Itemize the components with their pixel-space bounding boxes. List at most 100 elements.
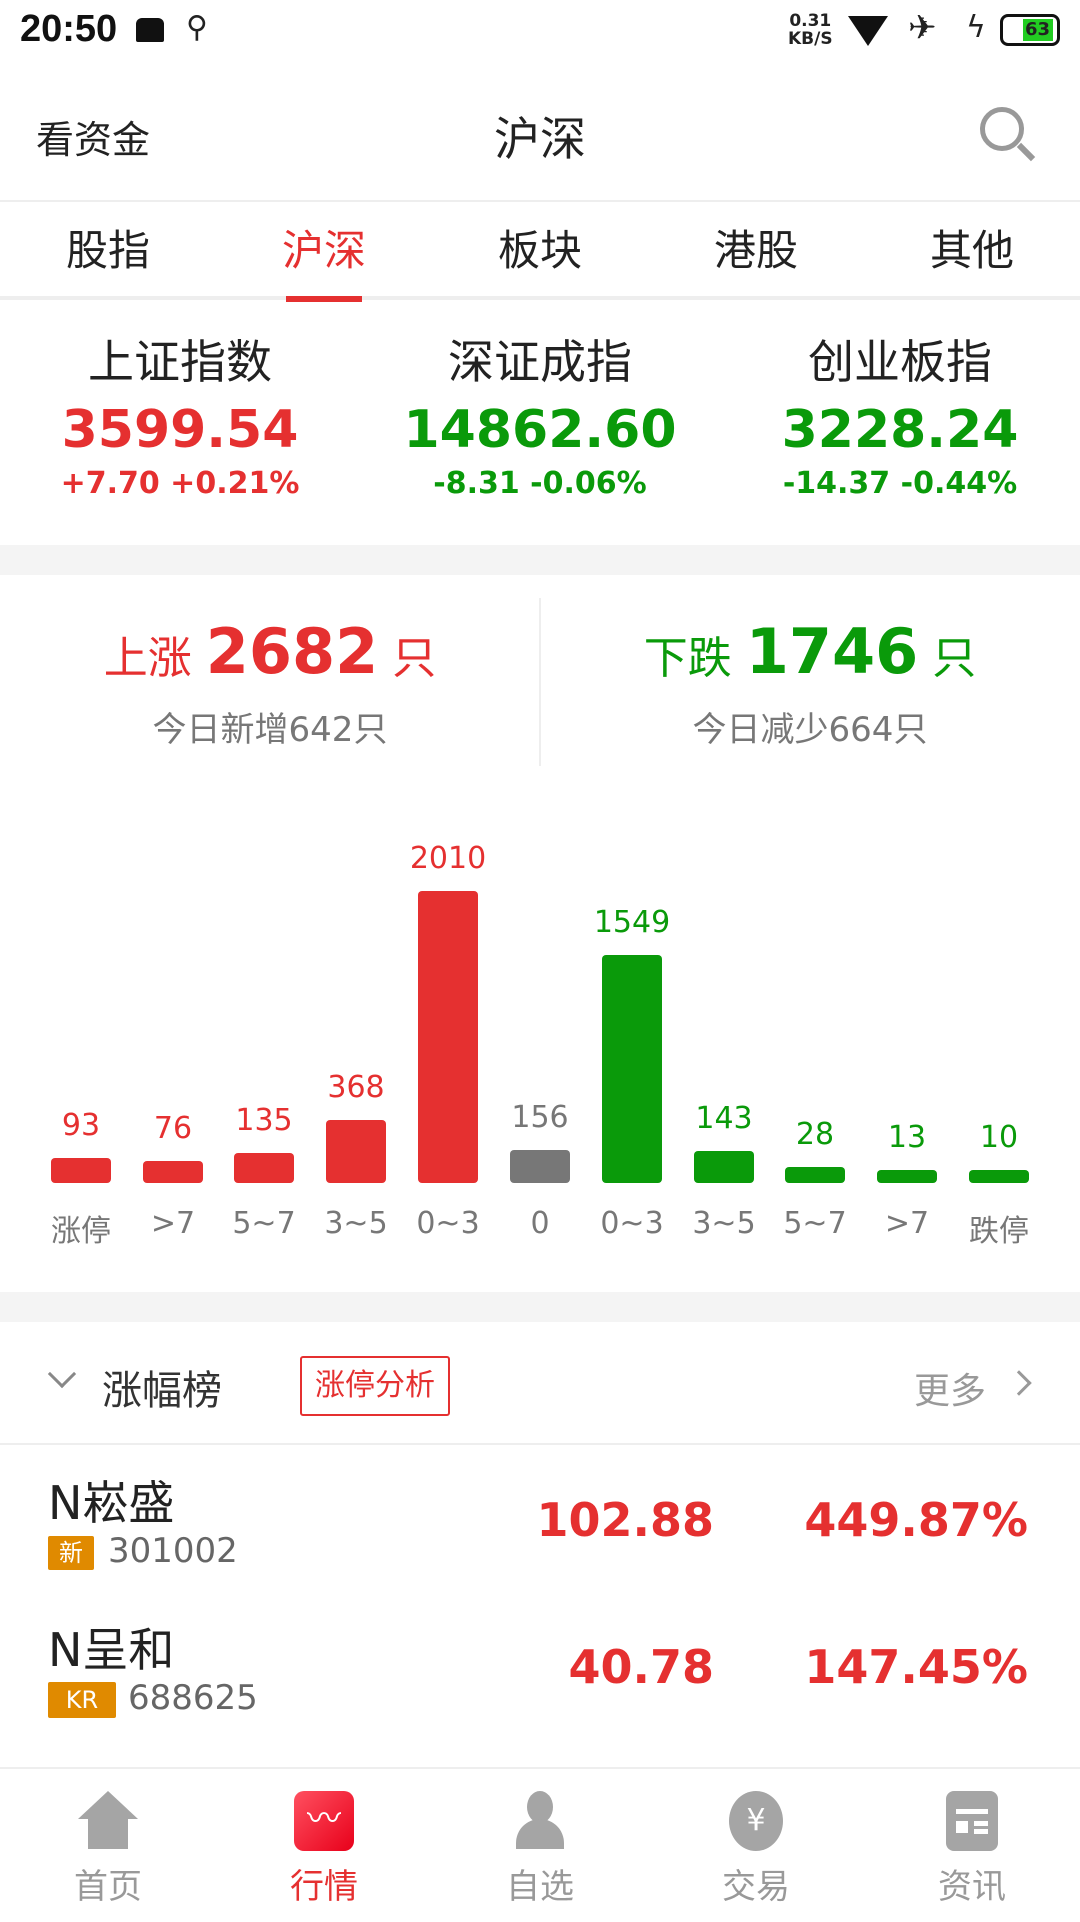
market-chart-icon: 〰 bbox=[294, 1791, 354, 1851]
stock-row[interactable]: N崧盛 新 301002 102.88 449.87% bbox=[0, 1445, 1080, 1592]
tab-index[interactable]: 股指 bbox=[65, 226, 150, 275]
chevron-down-icon[interactable] bbox=[47, 1359, 77, 1389]
bar-value-label: 28 bbox=[795, 1117, 835, 1153]
index-value: 3228.24 bbox=[781, 400, 1019, 460]
battery-level: 63 bbox=[1022, 19, 1053, 41]
x-tick-label: 0~3 bbox=[416, 1206, 480, 1241]
bar-value-label: 1549 bbox=[593, 905, 671, 940]
bar-value-label: 368 bbox=[327, 1069, 385, 1105]
bar-value-label: 2010 bbox=[409, 840, 487, 876]
index-change: +7.70 +0.21% bbox=[60, 466, 300, 501]
net-speed-unit: KB/S bbox=[788, 29, 833, 49]
index-value: 3599.54 bbox=[61, 400, 299, 460]
stock-code: 301002 bbox=[108, 1531, 238, 1571]
index-card-sz[interactable]: 深证成指 14862.60 -8.31 -0.06% bbox=[360, 306, 720, 546]
x-tick-label: >7 bbox=[884, 1206, 930, 1241]
bar bbox=[510, 1149, 570, 1183]
status-bar: 20:50 ⚲ 0.31 KB/S ✈ ϟ 63 bbox=[0, 0, 1080, 67]
x-tick-label: 跌停 bbox=[969, 1214, 1029, 1249]
up-label: 上涨 bbox=[103, 633, 192, 684]
bar bbox=[602, 955, 662, 1183]
up-count: 2682 bbox=[205, 615, 379, 688]
stock-code: 688625 bbox=[128, 1678, 258, 1718]
nav-label: 行情 bbox=[290, 1867, 358, 1907]
gainers-header: 涨幅榜 涨停分析 更多 bbox=[0, 1322, 1080, 1445]
limit-analysis-button[interactable]: 涨停分析 bbox=[300, 1356, 450, 1416]
down-label: 下跌 bbox=[643, 633, 732, 684]
x-tick-label: 0 bbox=[530, 1206, 550, 1241]
tab-hushen[interactable]: 沪深 bbox=[216, 202, 432, 302]
bar bbox=[51, 1158, 111, 1183]
capital-flow-link[interactable]: 看资金 bbox=[36, 118, 151, 162]
bar bbox=[785, 1167, 845, 1183]
gainers-title[interactable]: 涨幅榜 bbox=[102, 1368, 222, 1414]
bar bbox=[694, 1151, 754, 1183]
down-count: 1746 bbox=[745, 615, 919, 688]
bar bbox=[326, 1119, 386, 1183]
breadth-down: 下跌 1746 只 今日减少664只 bbox=[540, 575, 1080, 765]
x-tick-label: 5~7 bbox=[783, 1206, 847, 1241]
stock-pct: 147.45% bbox=[804, 1640, 1028, 1694]
bar-value-label: 76 bbox=[153, 1110, 193, 1146]
bar bbox=[969, 1170, 1029, 1183]
nav-news[interactable]: 资讯 bbox=[864, 1769, 1080, 1922]
battery-icon: 63 bbox=[1000, 14, 1060, 46]
status-time: 20:50 bbox=[20, 8, 118, 50]
bar bbox=[143, 1160, 203, 1183]
user-icon bbox=[510, 1791, 570, 1851]
market-tabs: 股指 沪深 板块 港股 其他 bbox=[0, 202, 1080, 302]
index-card-sh[interactable]: 上证指数 3599.54 +7.70 +0.21% bbox=[0, 306, 360, 546]
up-sub: 今日新增642只 bbox=[152, 710, 388, 750]
charging-icon: ϟ bbox=[966, 10, 986, 45]
index-value: 14862.60 bbox=[403, 400, 677, 460]
nav-label: 自选 bbox=[506, 1867, 574, 1907]
kr-badge: KR bbox=[48, 1682, 116, 1718]
android-icon bbox=[136, 18, 164, 42]
nav-home[interactable]: 首页 bbox=[0, 1769, 216, 1922]
home-icon bbox=[78, 1791, 138, 1851]
net-speed: 0.31 KB/S bbox=[788, 12, 833, 48]
divider bbox=[0, 1292, 1080, 1322]
search-icon[interactable] bbox=[980, 107, 1024, 151]
yuan-bubble-icon: ¥ bbox=[729, 1791, 783, 1851]
stock-name: N崧盛 bbox=[48, 1476, 175, 1530]
nav-trade[interactable]: ¥ 交易 bbox=[648, 1769, 864, 1922]
usb-icon: ⚲ bbox=[186, 10, 208, 45]
bar bbox=[234, 1152, 294, 1183]
tab-other[interactable]: 其他 bbox=[929, 226, 1014, 275]
bottom-nav: 首页 〰 行情 自选 ¥ 交易 资讯 bbox=[0, 1767, 1080, 1920]
stock-pct: 449.87% bbox=[804, 1493, 1028, 1547]
bar-value-label: 143 bbox=[695, 1101, 753, 1137]
x-tick-label: >7 bbox=[150, 1206, 196, 1241]
bar bbox=[877, 1169, 937, 1183]
x-tick-label: 3~5 bbox=[692, 1206, 756, 1241]
x-tick-label: 5~7 bbox=[232, 1206, 296, 1241]
x-tick-label: 涨停 bbox=[51, 1214, 111, 1249]
stock-row[interactable]: N呈和 KR 688625 40.78 147.45% bbox=[0, 1592, 1080, 1762]
tab-hk[interactable]: 港股 bbox=[713, 226, 798, 275]
more-link[interactable]: 更多 bbox=[914, 1371, 987, 1412]
page-title: 沪深 bbox=[494, 112, 586, 166]
bar-value-label: 135 bbox=[235, 1102, 293, 1138]
down-unit: 只 bbox=[932, 633, 977, 684]
nav-label: 首页 bbox=[74, 1867, 142, 1907]
bar-value-label: 93 bbox=[61, 1108, 101, 1144]
nav-market[interactable]: 〰 行情 bbox=[216, 1769, 432, 1922]
stock-price: 102.88 bbox=[536, 1493, 714, 1547]
tab-sector[interactable]: 板块 bbox=[497, 226, 582, 275]
x-tick-label: 3~5 bbox=[324, 1206, 388, 1241]
down-sub: 今日减少664只 bbox=[692, 710, 928, 750]
net-speed-value: 0.31 bbox=[789, 11, 832, 31]
index-card-cyb[interactable]: 创业板指 3228.24 -14.37 -0.44% bbox=[720, 306, 1080, 546]
up-unit: 只 bbox=[392, 633, 437, 684]
chevron-right-icon[interactable] bbox=[1006, 1370, 1032, 1396]
index-name: 上证指数 bbox=[88, 335, 272, 389]
bar-value-label: 156 bbox=[511, 1099, 569, 1135]
header: 看资金 沪深 bbox=[0, 67, 1080, 202]
nav-label: 资讯 bbox=[938, 1867, 1006, 1907]
divider bbox=[0, 545, 1080, 575]
index-change: -8.31 -0.06% bbox=[433, 466, 647, 501]
nav-watchlist[interactable]: 自选 bbox=[432, 1769, 648, 1922]
wifi-icon bbox=[848, 16, 888, 46]
x-tick-label: 0~3 bbox=[600, 1206, 664, 1241]
